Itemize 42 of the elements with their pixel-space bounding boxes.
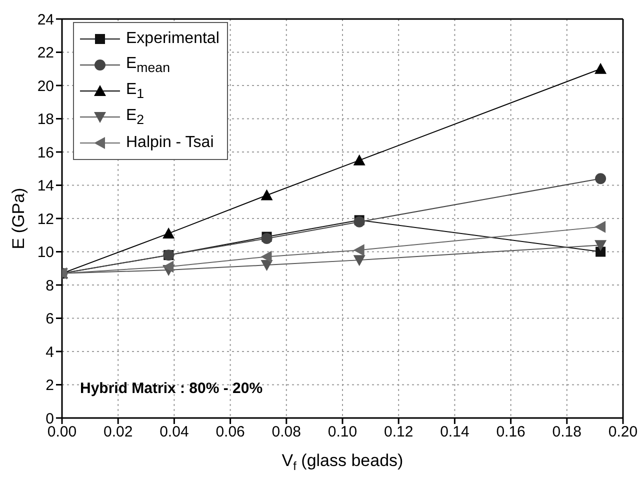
- point: [595, 173, 606, 184]
- legend-label: Halpin - Tsai: [126, 134, 214, 152]
- point: [260, 250, 272, 263]
- point: [353, 154, 366, 166]
- point: [353, 244, 364, 256]
- x-tick-label: 0.16: [496, 424, 526, 441]
- y-tick-label: 16: [37, 144, 54, 162]
- x-tick-label: 0.06: [216, 424, 245, 441]
- y-tick-label: 10: [37, 244, 54, 262]
- y-tick-label: 8: [46, 277, 54, 294]
- point: [353, 255, 366, 266]
- legend-label: E$_{2}$: [126, 106, 144, 128]
- y-axis-title: E (GPa): [9, 188, 28, 250]
- y-tick-label: 4: [46, 344, 54, 361]
- y-tick-label: 14: [37, 178, 54, 195]
- x-tick-label: 0.04: [160, 424, 189, 441]
- y-tick-label: 20: [37, 78, 54, 95]
- x-tick-label: 0.02: [104, 424, 133, 441]
- annotation: Hybrid Matrix : 80% - 20%: [80, 380, 263, 397]
- point: [260, 189, 273, 200]
- y-tick-label: 24: [37, 11, 54, 28]
- legend-label: Experimental: [126, 30, 220, 48]
- point: [162, 227, 175, 238]
- point: [594, 62, 607, 74]
- x-tick-label: 0.08: [272, 424, 301, 441]
- x-tick-label: 0.10: [328, 424, 358, 441]
- y-tick-label: 18: [37, 111, 54, 128]
- x-tick-label: 0.12: [384, 424, 414, 441]
- y-tick-label: 6: [46, 310, 54, 328]
- x-axis-title: V$_{f}$ (glass beads): [282, 451, 404, 473]
- x-tick-label: 0.14: [440, 424, 470, 441]
- x-tick-label: 0.20: [608, 424, 638, 441]
- y-tick-label: 2: [46, 377, 54, 394]
- legend-label: E$_{1}$: [126, 80, 144, 102]
- x-tick-label: 0.18: [552, 424, 582, 441]
- point: [594, 240, 607, 252]
- y-tick-label: 22: [37, 44, 54, 62]
- point: [596, 246, 606, 257]
- point: [162, 260, 174, 273]
- legend-label: E$_{mean}$: [126, 54, 170, 76]
- point: [594, 220, 606, 233]
- y-tick-label: 12: [37, 210, 54, 228]
